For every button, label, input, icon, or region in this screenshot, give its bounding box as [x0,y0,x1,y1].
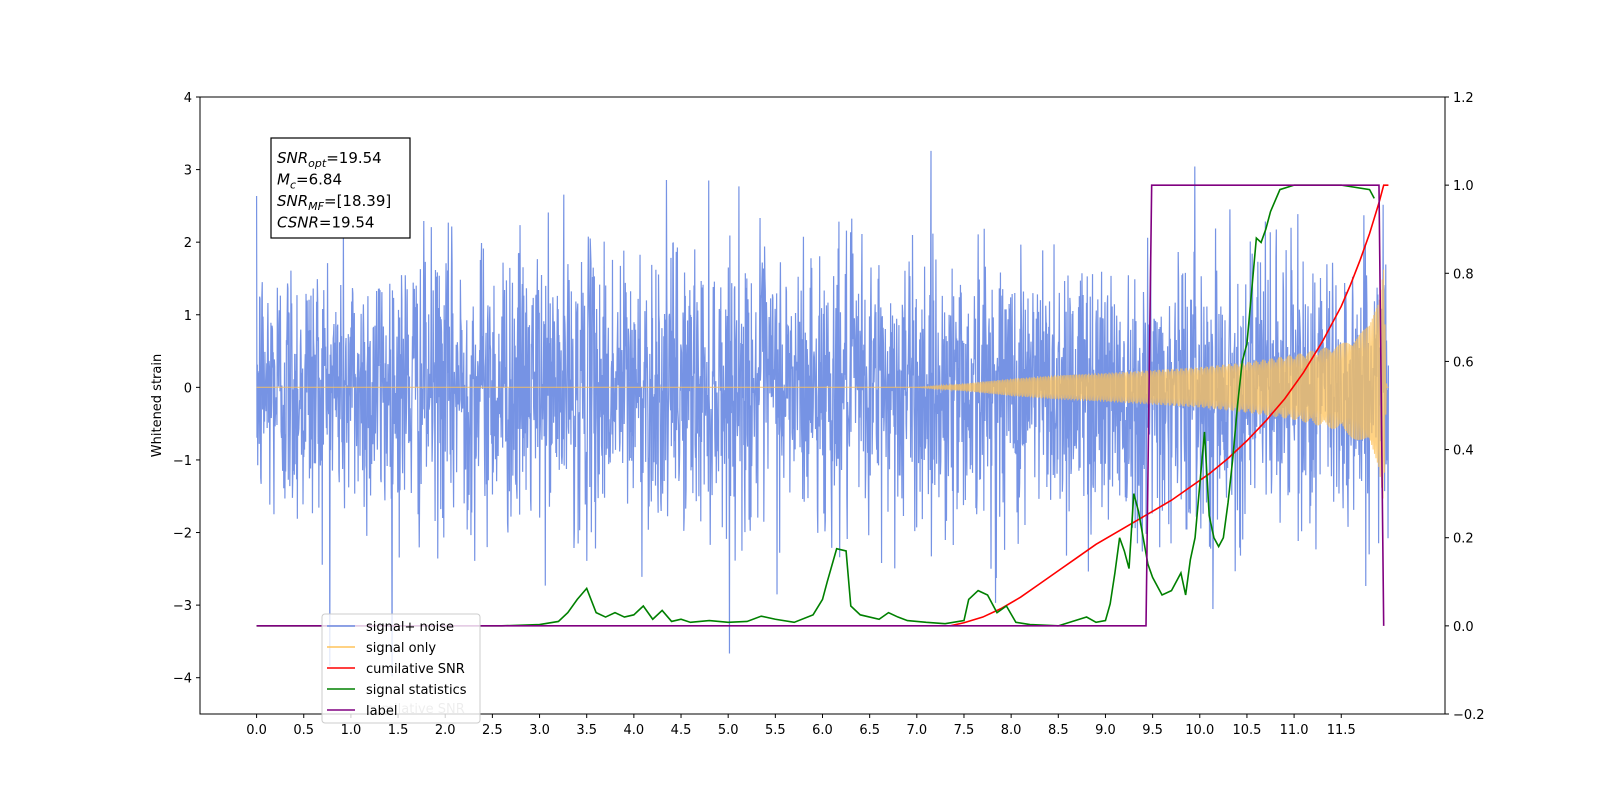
y-right-tick-label: 0.8 [1453,267,1474,282]
x-tick-label: 8.5 [1048,723,1069,738]
y-left-tick-label: −1 [173,454,192,469]
y-left-tick-label: −4 [173,672,192,687]
x-tick-label: 0.0 [246,723,267,738]
x-tick-label: 6.0 [812,723,833,738]
y-right-tick-label: 0.0 [1453,620,1474,635]
y-right-tick-label: 1.0 [1453,179,1474,194]
x-tick-label: 4.0 [624,723,645,738]
y-axis-right: 1.2 1.0 0.8 0.6 0.4 0.2 0.0 −0.2 [1445,91,1485,723]
annotation-line: SNRMF=[18.39] [277,192,391,213]
series-label [256,184,1385,627]
y-axis-left: 4 3 2 1 0 −1 −2 −3 −4 [173,91,200,687]
series-signal-only [256,269,1389,499]
x-tick-label: 8.0 [1001,723,1022,738]
x-tick-label: 4.5 [671,723,692,738]
y-left-tick-label: 0 [184,381,192,396]
x-tick-label: 11.5 [1327,723,1356,738]
legend-label: label [366,704,397,719]
x-tick-label: 6.5 [859,723,880,738]
plot-area [255,150,1390,677]
x-tick-label: 10.0 [1185,723,1214,738]
y-left-tick-label: 2 [184,236,192,251]
legend-label: cumilative SNR [366,662,465,677]
x-tick-label: 7.5 [954,723,975,738]
legend-label: signal statistics [366,683,467,698]
x-tick-label: 3.5 [576,723,597,738]
x-tick-label: 9.0 [1095,723,1116,738]
series-cumulative-snr [949,184,1389,627]
annotation-line: SNRopt=19.54 [277,149,382,170]
x-tick-label: 3.0 [529,723,550,738]
x-tick-label: 2.5 [482,723,503,738]
legend-label: signal+ noise [366,620,454,635]
y-axis-title: Whitened strain [150,354,165,457]
y-left-tick-label: −3 [173,599,192,614]
x-tick-label: 10.5 [1232,723,1261,738]
x-tick-label: 5.0 [718,723,739,738]
x-tick-label: 1.5 [388,723,409,738]
y-right-tick-label: 0.6 [1453,355,1474,370]
y-left-tick-label: −2 [173,527,192,542]
annotation-box: SNRopt=19.54Mc=6.84SNRMF=[18.39]CSNR=19.… [270,137,411,239]
y-left-tick-label: 3 [184,164,192,179]
y-left-tick-label: 1 [184,309,192,324]
x-tick-label: 7.0 [906,723,927,738]
legend-label: signal only [366,641,436,656]
x-tick-label: 9.5 [1142,723,1163,738]
x-tick-label: 5.5 [765,723,786,738]
x-axis: 0.0 0.5 1.0 1.5 2.0 2.5 3.0 3.5 4.0 4.5 5.0 5.5 6.0 6… [246,714,1356,738]
series-signal-statistics [256,184,1375,627]
y-right-tick-label: 1.2 [1453,91,1474,106]
annotation-line: Mc=6.84 [277,171,342,192]
x-tick-label: 2.0 [435,723,456,738]
legend-frame [321,613,481,724]
x-tick-label: 11.0 [1280,723,1309,738]
y-right-tick-label: 0.4 [1453,444,1474,459]
x-tick-label: 1.0 [341,723,362,738]
y-right-tick-label: 0.2 [1453,532,1474,547]
x-tick-label: 0.5 [293,723,314,738]
y-left-tick-label: 4 [184,91,192,106]
y-right-tick-label: −0.2 [1453,708,1485,723]
annotation-line: CSNR=19.54 [277,214,374,232]
annotation-frame [270,137,411,239]
